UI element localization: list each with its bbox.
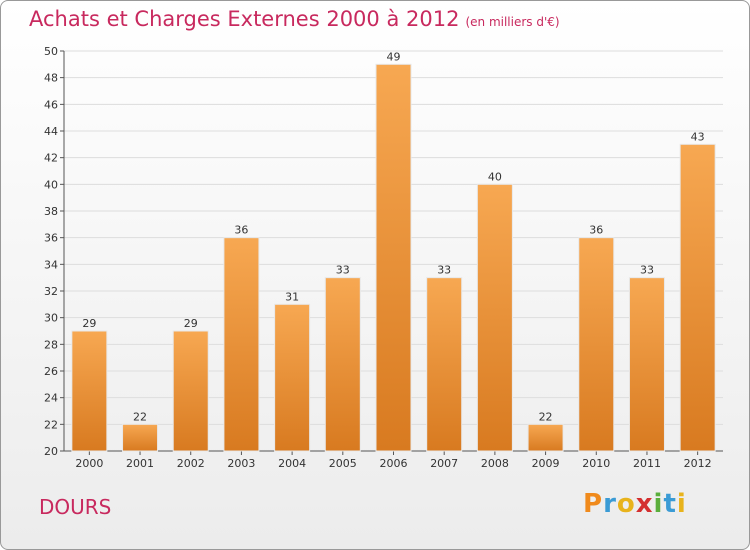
y-tick-label: 38 [44,205,58,218]
proxiti-logo: Proxiti [583,489,687,519]
chart-subtitle: (en milliers d'€) [465,15,560,29]
bar-2002 [172,330,209,452]
y-tick-label: 42 [44,152,58,165]
x-tick-label-2000: 2000 [75,457,103,470]
logo-letter: o [616,489,636,519]
bar-2001 [122,423,159,452]
chart-title-block: Achats et Charges Externes 2000 à 2012 (e… [29,7,560,31]
y-tick-label: 44 [44,125,58,138]
x-tick-label-2009: 2009 [532,457,560,470]
bar-2006 [375,63,412,452]
y-tick-label: 40 [44,178,58,191]
bar-2009 [527,423,564,452]
data-label-2003: 36 [234,224,248,237]
logo-letter: P [583,489,604,519]
bar-2005 [324,277,361,452]
x-tick-label-2004: 2004 [278,457,306,470]
x-tick-label-2002: 2002 [177,457,205,470]
x-tick-label-2005: 2005 [329,457,357,470]
data-label-2012: 43 [691,130,705,143]
bar-2008 [476,183,513,452]
y-tick-label: 22 [44,418,58,431]
x-tick-label-2007: 2007 [430,457,458,470]
y-tick-label: 30 [44,312,58,325]
bar-2003 [223,237,260,452]
x-tick-label-2012: 2012 [684,457,712,470]
data-label-2004: 31 [285,290,299,303]
logo-letter: i [653,489,664,519]
bar-2010 [578,237,615,452]
bar-2011 [628,277,665,452]
x-tick-label-2011: 2011 [633,457,661,470]
logo-letter: t [663,489,677,519]
x-tick-label-2010: 2010 [582,457,610,470]
bar-2004 [274,303,311,452]
y-tick-label: 36 [44,232,58,245]
chart-title: Achats et Charges Externes 2000 à 2012 [29,7,460,31]
y-tick-label: 24 [44,392,58,405]
data-label-2002: 29 [184,317,198,330]
x-tick-label-2003: 2003 [227,457,255,470]
y-tick-label: 50 [44,45,58,58]
data-label-2005: 33 [336,264,350,277]
logo-letter: r [603,489,617,519]
y-tick-label: 48 [44,72,58,85]
y-tick-label: 34 [44,258,58,271]
logo-letter: x [635,489,654,519]
bar-2000 [71,330,108,452]
bar-2012 [679,143,716,452]
x-tick-label-2008: 2008 [481,457,509,470]
place-name: DOURS [39,495,112,519]
y-tick-label: 46 [44,98,58,111]
data-label-2000: 29 [82,317,96,330]
x-tick-label-2006: 2006 [380,457,408,470]
y-tick-label: 32 [44,285,58,298]
data-label-2009: 22 [539,410,553,423]
data-label-2006: 49 [387,50,401,63]
data-label-2008: 40 [488,170,502,183]
bar-2007 [426,277,463,452]
data-label-2007: 33 [437,264,451,277]
data-label-2001: 22 [133,410,147,423]
x-tick-label-2001: 2001 [126,457,154,470]
data-label-2010: 36 [589,224,603,237]
logo-letter: i [676,489,687,519]
data-label-2011: 33 [640,264,654,277]
y-tick-label: 26 [44,365,58,378]
y-tick-label: 28 [44,338,58,351]
y-tick-label: 20 [44,445,58,458]
